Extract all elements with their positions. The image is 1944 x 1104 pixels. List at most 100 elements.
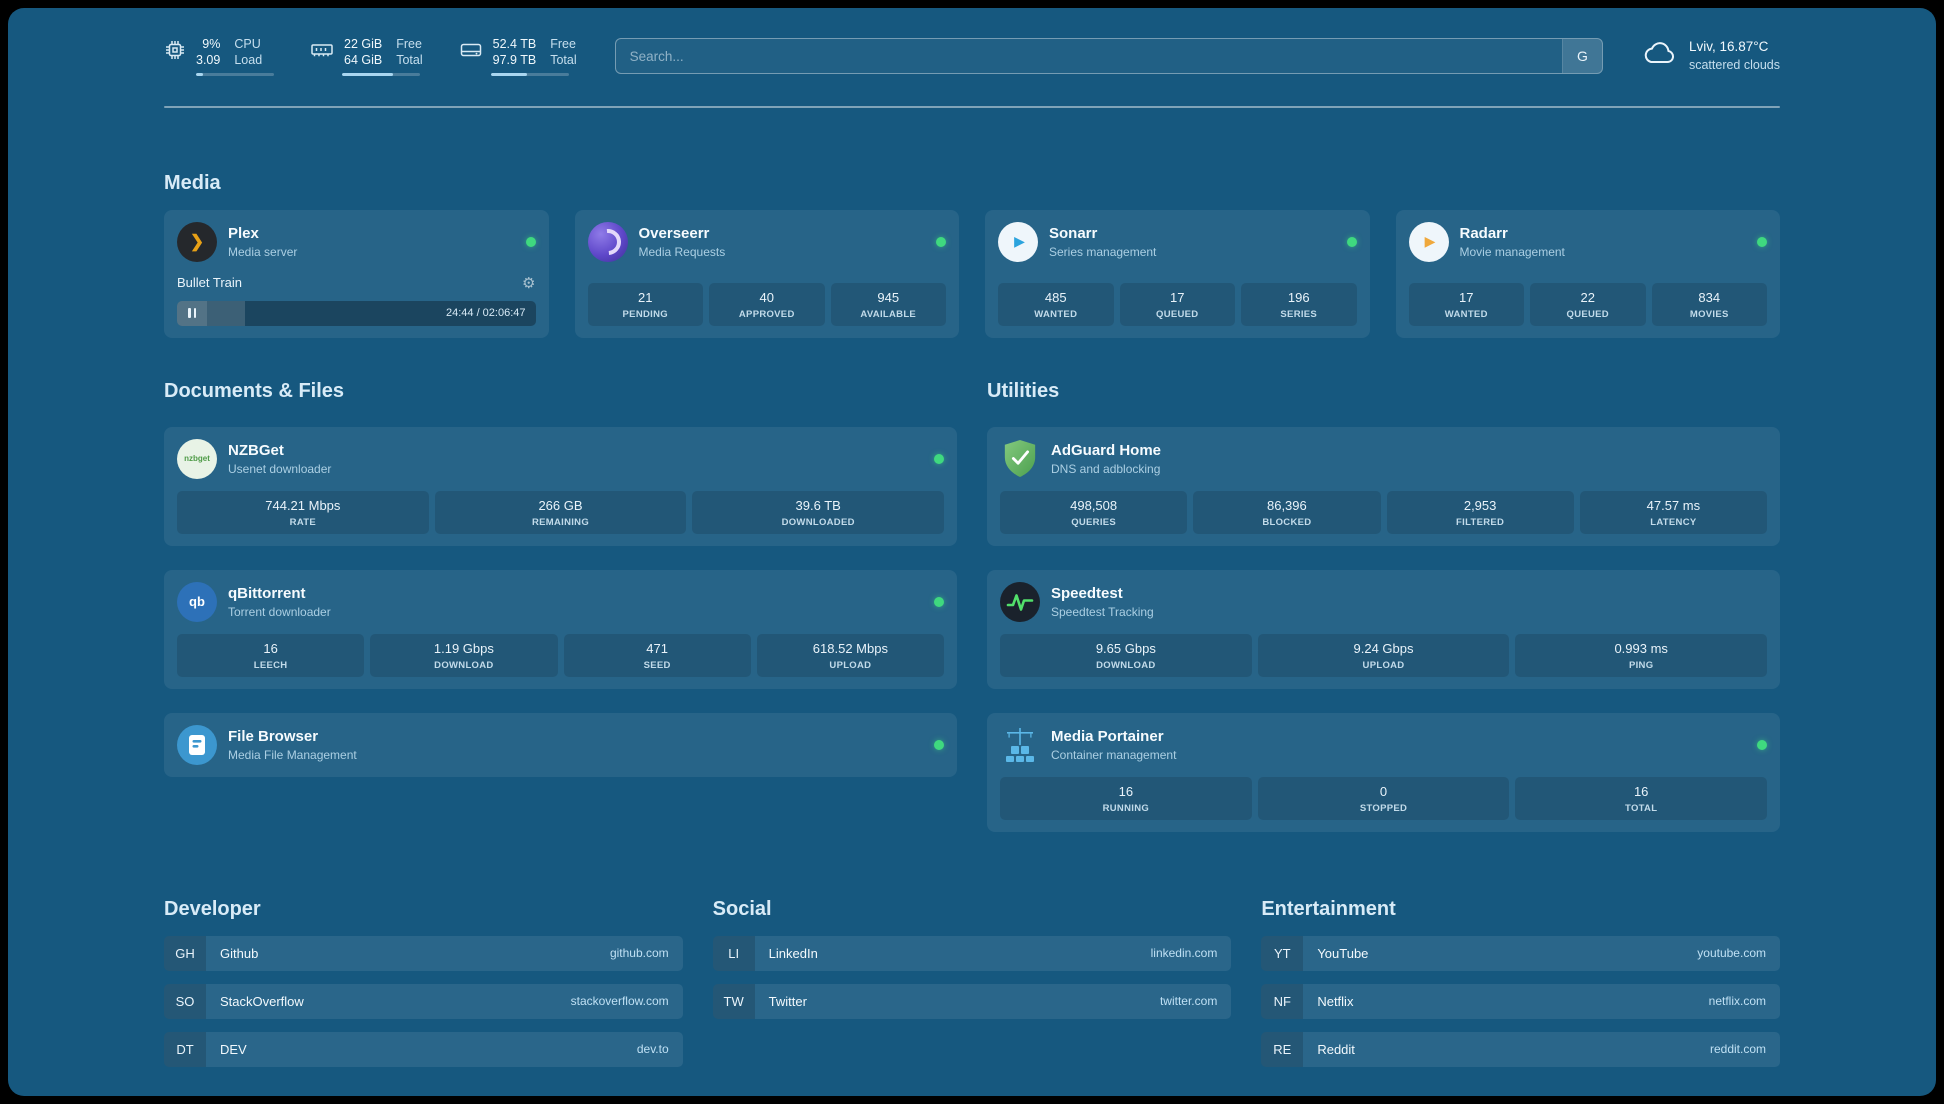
stat-remaining: 266 GB REMAINING [434, 490, 687, 534]
cloud-icon [1641, 40, 1677, 72]
adguard-icon[interactable] [1000, 439, 1040, 479]
plex-icon[interactable] [177, 221, 217, 262]
bookmark-linkedin[interactable]: LI LinkedIn linkedin.com [712, 935, 1232, 971]
service-name[interactable]: Radarr [1459, 224, 1508, 242]
bookmark-name: StackOverflow [220, 993, 304, 1009]
service-subtitle: Usenet downloader [228, 461, 332, 476]
bookmark-twitter[interactable]: TW Twitter twitter.com [712, 983, 1232, 1019]
cpu-usage-value: 9% [202, 37, 221, 51]
memory-widget: 22 GiB 64 GiB Free Total [310, 36, 423, 76]
stat-series: 196 SERIES [1241, 282, 1357, 326]
service-name[interactable]: NZBGet [228, 441, 284, 459]
service-subtitle: Torrent downloader [228, 604, 331, 619]
bookmark-github[interactable]: GH Github github.com [164, 935, 683, 971]
pause-button[interactable] [177, 300, 207, 326]
bookmark-abbr: SO [164, 983, 206, 1019]
radarr-card: Radarr Movie management 17 WANTED 22 QUE… [1395, 209, 1780, 338]
search-provider-button[interactable]: G [1561, 39, 1602, 73]
qbittorrent-card: qb qBittorrent Torrent downloader 16 LEE… [164, 569, 957, 689]
service-subtitle: Container management [1051, 747, 1177, 762]
resource-widgets: 9% 3.09 CPU Load [164, 36, 577, 76]
bookmark-abbr: LI [712, 935, 755, 971]
status-dot [934, 739, 944, 750]
service-subtitle: DNS and adblocking [1051, 461, 1161, 476]
bookmark-youtube[interactable]: YT YouTube youtube.com [1261, 935, 1780, 971]
bookmark-name: Twitter [768, 993, 807, 1009]
weather-condition: scattered clouds [1688, 57, 1780, 72]
top-bar: 9% 3.09 CPU Load [164, 36, 1780, 76]
qbittorrent-icon[interactable]: qb [177, 581, 217, 622]
bookmark-dev[interactable]: DT DEV dev.to [164, 1031, 683, 1067]
disk-widget: 52.4 TB 97.9 TB Free Total [459, 36, 577, 76]
memory-total-value: 64 GiB [344, 53, 383, 68]
status-dot [525, 236, 536, 247]
topbar-divider [164, 106, 1780, 108]
bookmark-abbr: RE [1261, 1031, 1304, 1067]
stat-seed: 471 SEED [563, 633, 751, 677]
now-playing-title: Bullet Train [177, 275, 243, 290]
service-name[interactable]: AdGuard Home [1051, 441, 1162, 459]
dashboard: 9% 3.09 CPU Load [8, 8, 1936, 1096]
bookmark-name: Github [220, 945, 259, 961]
stat-blocked: 86,396 BLOCKED [1193, 490, 1381, 534]
status-dot [934, 596, 944, 607]
service-name[interactable]: File Browser [228, 727, 319, 745]
speedtest-card: Speedtest Speedtest Tracking 9.65 Gbps D… [987, 569, 1780, 689]
speedtest-icon[interactable] [1000, 581, 1040, 622]
bookmark-abbr: TW [712, 983, 755, 1019]
bookmark-reddit[interactable]: RE Reddit reddit.com [1261, 1031, 1780, 1067]
sonarr-icon[interactable] [998, 221, 1038, 262]
weather-location: Lviv, 16.87°C [1688, 38, 1769, 54]
service-name[interactable]: Plex [228, 224, 259, 242]
disk-icon [459, 39, 483, 66]
stat-leech: 16 LEECH [177, 633, 365, 677]
bookmark-domain: linkedin.com [1150, 946, 1218, 960]
filebrowser-icon[interactable] [177, 724, 217, 765]
stat-download: 9.65 Gbps DOWNLOAD [1000, 633, 1252, 677]
portainer-icon[interactable] [1000, 725, 1040, 765]
status-dot [1757, 236, 1767, 247]
bookmark-netflix[interactable]: NF Netflix netflix.com [1261, 983, 1780, 1019]
stat-wanted: 485 WANTED [998, 282, 1114, 326]
bookmark-group-social: Social LI LinkedIn linkedin.com TW Twitt… [712, 898, 1232, 1067]
service-subtitle: Series management [1049, 244, 1157, 259]
gear-icon[interactable] [522, 274, 535, 292]
search-input[interactable] [615, 39, 1562, 73]
nzbget-icon[interactable]: nzbget [177, 438, 217, 479]
service-subtitle: Speedtest Tracking [1051, 604, 1154, 619]
service-name[interactable]: Media Portainer [1051, 727, 1164, 745]
bookmark-stackoverflow[interactable]: SO StackOverflow stackoverflow.com [164, 983, 683, 1019]
status-dot [936, 236, 946, 247]
stat-queries: 498,508 QUERIES [1000, 490, 1188, 534]
bookmark-name: Netflix [1317, 993, 1354, 1009]
memory-free-value: 22 GiB [344, 37, 383, 51]
stat-latency: 47.57 ms LATENCY [1579, 490, 1767, 534]
stat-stopped: 0 STOPPED [1257, 776, 1510, 820]
stat-downloaded: 39.6 TB DOWNLOADED [692, 490, 945, 534]
stat-filtered: 2,953 FILTERED [1386, 490, 1574, 534]
bookmark-domain: netflix.com [1708, 994, 1766, 1008]
sonarr-card: Sonarr Series management 485 WANTED 17 Q… [985, 209, 1370, 338]
bookmark-group-developer: Developer GH Github github.com SO StackO… [164, 898, 683, 1067]
plex-player-bar[interactable]: 24:44 / 02:06:47 [177, 300, 536, 326]
overseerr-icon[interactable] [587, 221, 628, 262]
service-name[interactable]: Speedtest [1051, 584, 1123, 602]
memory-progress-bar [342, 72, 420, 76]
stat-approved: 40 APPROVED [709, 282, 825, 326]
service-name[interactable]: qBittorrent [228, 584, 306, 602]
cpu-widget: 9% 3.09 CPU Load [164, 36, 274, 76]
stat-available: 945 AVAILABLE [830, 282, 946, 326]
nzbget-icon-text: nzbget [184, 454, 210, 463]
bookmark-abbr: NF [1261, 983, 1304, 1019]
playback-time: 24:44 / 02:06:47 [445, 307, 526, 319]
service-subtitle: Media File Management [228, 747, 357, 762]
service-name[interactable]: Sonarr [1049, 224, 1098, 242]
disk-total-value: 97.9 TB [492, 53, 537, 68]
cpu-label: CPU [234, 37, 261, 51]
service-name[interactable]: Overseerr [638, 224, 710, 242]
plex-card: Plex Media server Bullet Train 24:44 / 0… [164, 209, 549, 338]
bookmark-domain: reddit.com [1709, 1042, 1766, 1056]
radarr-icon[interactable] [1408, 221, 1449, 262]
stat-upload: 9.24 Gbps UPLOAD [1257, 633, 1510, 677]
stat-rate: 744.21 Mbps RATE [177, 490, 429, 534]
